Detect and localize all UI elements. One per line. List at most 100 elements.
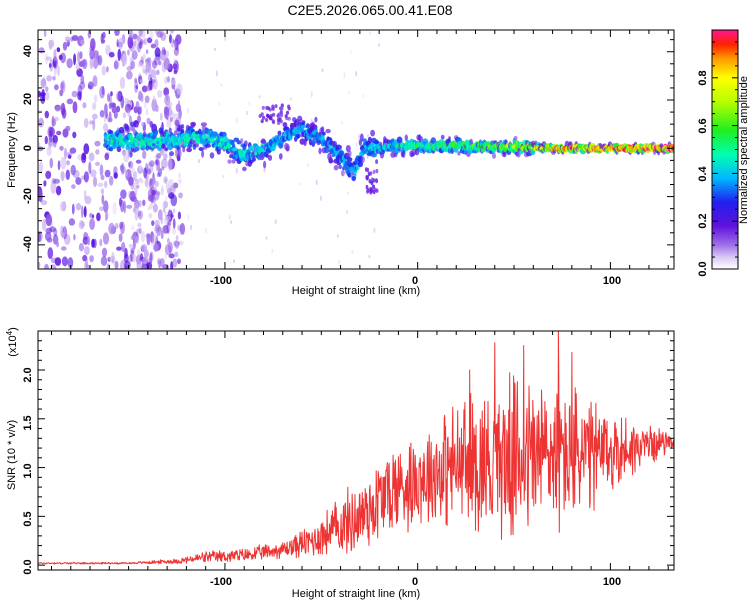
heatmap-cell-2247 [271,119,275,124]
heatmap-cell-2254 [280,113,284,118]
heatmap-cell-1402 [361,156,365,164]
heatmap-cell-645 [163,200,166,206]
heatmap-cell-260 [120,199,125,213]
heatmap-cell-748 [108,130,114,134]
heatmap-cell-805 [130,121,135,127]
heatmap-cell-212 [104,180,108,189]
heatmap-cell-987 [200,122,207,127]
heatmap-cell-114 [67,257,74,269]
heatmap-cell-75 [57,65,60,77]
heatmap-cell-1092 [242,166,247,172]
heatmap-cell-424 [51,115,55,127]
heatmap-cell-262 [61,231,65,238]
heatmap-cell-374 [101,65,107,76]
heatmap-cell-1405 [362,138,367,143]
spectrogram-xlabel: Height of straight line (km) [292,285,420,297]
heatmap-cell-663 [145,108,149,116]
heatmap-cell-578 [154,226,159,234]
heatmap-cell-666 [144,95,150,104]
heatmap-cell-618 [137,222,142,228]
heatmap-cell-332 [147,168,152,175]
heatmap-cell-473 [120,162,125,175]
heatmap-cell-727 [369,31,372,36]
heatmap-cell-627 [165,62,168,71]
heatmap-cell-137 [72,131,77,139]
heatmap-cell-416 [89,213,93,218]
heatmap-cell-902 [169,151,175,157]
heatmap-cell-919 [176,146,180,151]
heatmap-cell-1651 [457,151,461,156]
heatmap-cell-707 [298,182,301,186]
heatmap-cell-679 [258,95,261,99]
heatmap-cell-687 [347,191,349,196]
heatmap-cell-11 [96,212,101,222]
heatmap-cell-2287 [366,175,370,180]
heatmap-cell-352 [44,135,48,145]
snr-xtick-label-1: 0 [412,576,418,588]
heatmap-cell-1289 [318,147,322,155]
heatmap-cell-86 [80,74,85,85]
heatmap-cell-432 [54,116,59,122]
heatmap-cell-881 [161,143,166,149]
heatmap-cell-259 [145,177,151,190]
heatmap-cell-214 [156,31,163,38]
heatmap-cell-171 [167,158,173,171]
heatmap-cell-775 [118,126,125,134]
heatmap-cell-528 [153,177,156,185]
heatmap-cell-109 [88,161,92,174]
heatmap-cell-2278 [369,188,373,193]
heatmap-cell-692 [326,30,329,33]
heatmap-cell-1226 [296,134,301,139]
heatmap-cell-286 [134,77,138,83]
heatmap-cell-220 [101,194,105,205]
heatmap-cell-433 [135,101,140,109]
heatmap-cell-650 [164,215,168,224]
heatmap-cell-213 [64,147,67,160]
heatmap-cell-206 [40,79,46,85]
heatmap-cell-2249 [277,121,281,126]
heatmap-cell-607 [137,61,143,68]
heatmap-cell-390 [38,90,42,98]
heatmap-cell-181 [149,177,153,186]
heatmap-cell-42 [82,58,88,70]
heatmap-cell-1376 [351,176,357,182]
heatmap-cell-412 [92,118,96,131]
heatmap-cell-420 [168,110,175,120]
heatmap-cell-497 [99,86,105,99]
heatmap-cell-1244 [302,120,306,126]
heatmap-cell-697 [230,220,233,224]
heatmap-cell-251 [172,182,179,189]
heatmap-cell-401 [102,232,110,245]
heatmap-cell-991 [203,133,207,140]
heatmap-cell-303 [130,60,136,70]
heatmap-cell-73 [169,34,172,44]
heatmap-cell-813 [134,146,139,152]
heatmap-cell-496 [143,167,148,179]
heatmap-cell-606 [128,190,132,198]
heatmap-cell-290 [72,101,78,114]
heatmap-cell-351 [141,85,148,93]
heatmap-cell-175 [38,142,41,147]
heatmap-cell-658 [158,227,162,236]
heatmap-cell-1426 [370,152,377,158]
heatmap-cell-500 [103,200,109,213]
heatmap-cell-347 [43,180,47,187]
heatmap-cell-459 [126,70,133,80]
heatmap-cell-467 [127,104,131,110]
heatmap-cell-1191 [282,122,288,128]
heatmap-cell-451 [122,53,128,66]
heatmap-cell-708 [358,133,361,141]
heatmap-cell-980 [198,147,204,151]
heatmap-cell-508 [113,172,118,179]
heatmap-cell-133 [52,76,56,81]
heatmap-cell-486 [61,107,67,119]
heatmap-cell-62 [105,44,111,56]
heatmap-cell-2233 [261,105,265,110]
heatmap-cell-635 [129,56,134,65]
heatmap-cell-705 [366,155,369,159]
heatmap-cell-437 [94,140,101,147]
heatmap-cell-790 [124,124,130,132]
heatmap-cell-624 [164,211,167,217]
colorbar-tick-label-2: 0.4 [697,165,709,181]
